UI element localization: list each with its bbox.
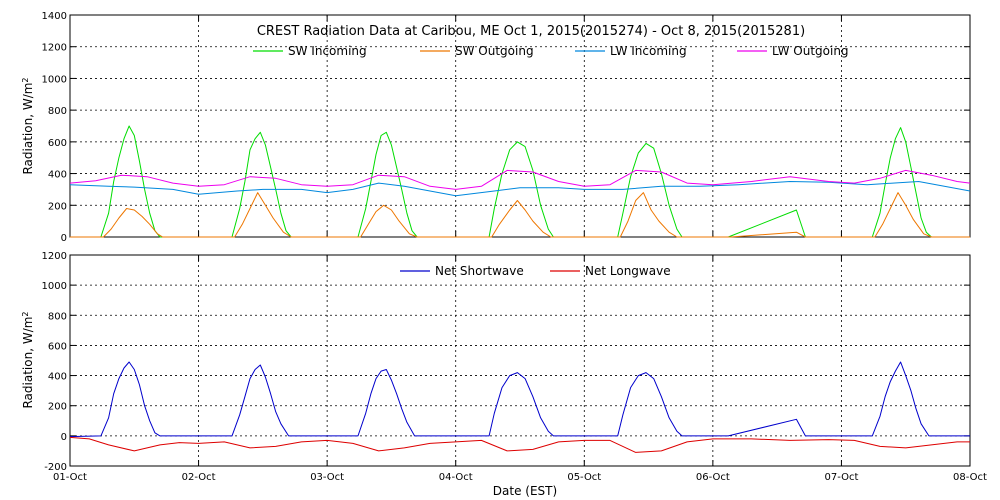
y-tick-label: 400 — [48, 372, 67, 383]
y-tick-label: 1400 — [42, 11, 67, 22]
y-axis-label: Radiation, W/m2 — [21, 311, 35, 408]
y-tick-label: 0 — [61, 233, 67, 244]
top-panel: 0 200 400 600 800 1000 1200 1400 Radiation, W/m2… — [21, 11, 971, 244]
y-tick-label: 600 — [48, 341, 67, 352]
x-tick-label: 08-Oct — [953, 472, 987, 483]
legend-label-sw-in: SW Incoming — [288, 44, 367, 58]
x-tick-label: 07-Oct — [824, 472, 858, 483]
y-tick-label: 0 — [61, 432, 67, 443]
x-tick-label: 05-Oct — [567, 472, 601, 483]
legend-label-lw-in: LW Incoming — [610, 44, 687, 58]
plot-frame — [69, 254, 971, 467]
x-tick-label: 01-Oct — [53, 472, 87, 483]
series-line-net-sw — [69, 361, 970, 438]
x-axis-label: Date (EST) — [493, 484, 557, 498]
y-tick-label: 600 — [48, 138, 67, 149]
x-tick-label: 03-Oct — [310, 472, 344, 483]
y-tick-label: 400 — [48, 170, 67, 181]
y-tick-label: 800 — [48, 311, 67, 322]
x-tick-label: 04-Oct — [439, 472, 473, 483]
series-line-sw-out — [70, 192, 970, 238]
y-tick-label: 200 — [48, 201, 67, 212]
y-tick-label: 800 — [48, 106, 67, 117]
x-tick-label: 06-Oct — [696, 472, 730, 483]
legend-label-lw-out: LW Outgoing — [772, 44, 849, 58]
legend-label-sw-out: SW Outgoing — [455, 44, 534, 58]
y-tick-label: 200 — [48, 402, 67, 413]
y-tick-label: 1000 — [42, 74, 67, 85]
bottom-panel: -200 0 200 400 600 800 1000 1200 01-Oct 02-Oct 03-… — [21, 251, 987, 483]
legend-label-net-lw: Net Longwave — [585, 264, 671, 278]
y-tick-label: 1200 — [42, 251, 67, 262]
plot-frame — [69, 14, 971, 238]
series-line-net-lw — [69, 436, 970, 453]
legend-label-net-sw: Net Shortwave — [435, 264, 524, 278]
chart-title: CREST Radiation Data at Caribou, ME Oct … — [257, 24, 805, 39]
x-tick-label: 02-Oct — [182, 472, 216, 483]
y-tick-label: -200 — [44, 462, 67, 473]
series-line-lw-out — [69, 169, 971, 190]
series-line-lw-in — [69, 181, 971, 197]
y-tick-label: 1000 — [42, 281, 67, 292]
y-tick-label: 1200 — [42, 43, 67, 54]
y-axis-label: Radiation, W/m2 — [21, 77, 35, 174]
